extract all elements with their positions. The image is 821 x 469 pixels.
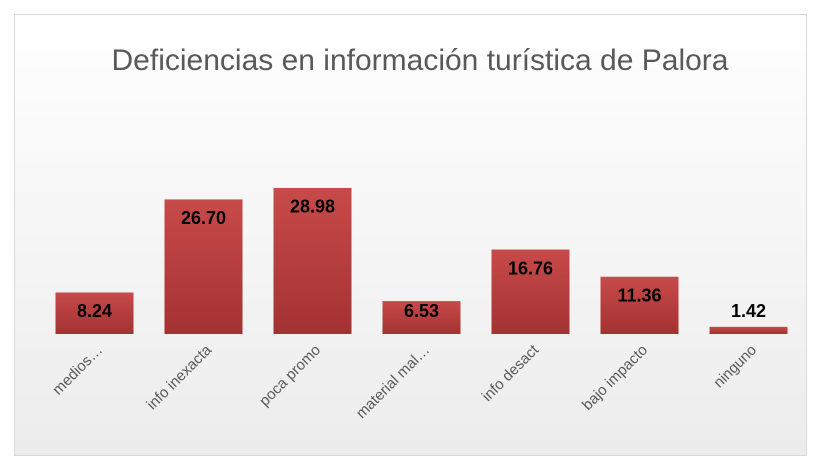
- data-label: 8.24: [77, 301, 112, 321]
- bar: [600, 276, 679, 334]
- data-label: 1.42: [731, 301, 766, 321]
- bar: [273, 187, 352, 334]
- data-label: 11.36: [617, 285, 661, 305]
- data-label: 26.70: [181, 208, 226, 228]
- chart-frame: [14, 14, 807, 456]
- bar: [164, 199, 243, 334]
- bar: [709, 326, 788, 334]
- data-label: 6.53: [404, 301, 439, 321]
- bar: [382, 301, 461, 334]
- data-label: 28.98: [290, 197, 335, 217]
- chart-title: Deficiencias en información turística de…: [111, 44, 729, 77]
- bar: [491, 249, 570, 334]
- bar: [55, 292, 134, 334]
- data-label: 16.76: [508, 258, 553, 278]
